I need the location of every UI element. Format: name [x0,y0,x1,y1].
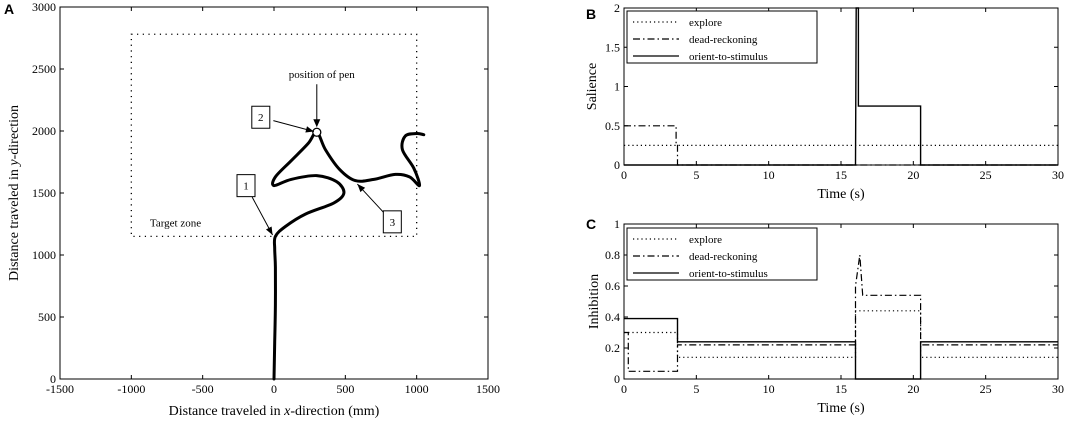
a-ytick-label: 1500 [32,186,56,200]
marker-box-1 [236,174,256,198]
b-ytick-label: 2 [614,1,620,15]
pen-label: position of pen [289,69,355,81]
b-series-orient-to-stimulus [624,7,1058,166]
c-series-dead-reckoning [624,254,1058,372]
marker-label-2: 2 [258,112,264,124]
target-zone-label: Target zone [150,218,201,230]
c-legend-box [626,227,818,281]
a-ytick-label: 2500 [32,62,56,76]
b-series-dead-reckoning [624,125,1058,166]
c-ytick-label: 1 [614,217,620,231]
c-legend-label: explore [689,234,722,246]
y-axis-label-c: Inhibition [587,274,602,329]
b-xtick-label: 0 [621,168,627,182]
y-axis-label-b: Salience [585,63,600,110]
y-axis-label-a-part: -direction [7,105,22,159]
c-xtick-label: 0 [621,382,627,396]
a-ytick-label: 0 [50,372,56,386]
c-xtick-label: 5 [693,382,699,396]
salience-chart: 0 5 10 15 20 25 30 0 0.5 1 1.5 2 explore dead-reckon… [585,1,1064,202]
x-axis-label-b: Time (s) [817,187,865,202]
panel-letter-c: C [586,216,596,232]
a-xtick-label: 500 [336,382,354,396]
b-xtick-label: 5 [693,168,699,182]
marker-label-1: 1 [243,181,249,193]
b-legend-box [626,10,818,64]
a-xtick-label: 1500 [476,382,500,396]
annotations-a: position of pen Target zone 1 2 3 [150,69,402,236]
c-ytick-label: 0 [614,372,620,386]
c-ytick-label: 0.6 [605,279,620,293]
trajectory-path [271,130,426,381]
a-ytick-label: 3000 [32,0,56,14]
marker-arrow-head-1 [265,226,273,235]
a-ytick-label: 500 [38,310,56,324]
axis-ticks-c: 0 5 10 15 20 25 30 0 0.2 0.4 0.6 0.8 1 [605,217,1064,396]
a-xtick-label: -500 [192,382,214,396]
b-xtick-label: 15 [835,168,847,182]
c-xtick-label: 10 [763,382,775,396]
b-xtick-label: 30 [1052,168,1064,182]
b-legend-label: dead-reckoning [689,34,758,46]
marker-box-3 [382,210,402,234]
legend-b: explore dead-reckoning orient-to-stimulus [626,10,818,64]
marker-arrow-head-2 [305,126,314,133]
axis-ticks-b: 0 5 10 15 20 25 30 0 0.5 1 1.5 2 [605,1,1064,182]
b-ytick-label: 1 [614,80,620,94]
axis-ticks-a: -1500 -1000 -500 0 500 1000 1500 0 500 1000 1500 20… [32,0,500,396]
c-series-explore [624,310,1058,358]
b-ytick-label: 0 [614,158,620,172]
c-series-orient-to-stimulus [624,317,1058,380]
panel-letter-a: A [4,1,14,17]
pen-arrow-head [313,119,321,128]
trajectory-chart: -1500 -1000 -500 0 500 1000 1500 0 500 1000 1500 20… [7,0,500,419]
c-ytick-label: 0.2 [605,341,620,355]
c-legend-label: orient-to-stimulus [689,268,768,280]
x-axis-label-a: Distance traveled in x-direction (mm) [169,404,380,419]
b-xtick-label: 10 [763,168,775,182]
a-xtick-label: -1000 [117,382,145,396]
y-axis-label-a-part: y [7,159,22,168]
target-zone-rect [130,33,418,238]
b-xtick-label: 20 [907,168,919,182]
target-zone [130,33,418,238]
y-axis-label-a: Distance traveled in y-direction [7,105,22,281]
x-axis-label-a-part: x [283,404,291,419]
pen-marker [312,127,322,137]
b-xtick-label: 25 [980,168,992,182]
trajectory-line [271,130,426,381]
a-xtick-label: 0 [271,382,277,396]
c-xtick-label: 30 [1052,382,1064,396]
a-ytick-label: 1000 [32,248,56,262]
b-ytick-label: 1.5 [605,40,620,54]
c-ytick-label: 0.8 [605,248,620,262]
inhibition-chart: 0 5 10 15 20 25 30 0 0.2 0.4 0.6 0.8 1 explore dead-r… [587,217,1064,416]
marker-label-3: 3 [390,217,396,229]
b-legend-label: explore [689,17,722,29]
marker-arrow-head-3 [357,184,366,193]
marker-box-2 [251,105,271,129]
a-xtick-label: -1500 [46,382,74,396]
x-axis-label-a-part: Distance traveled in [169,404,284,419]
y-axis-label-a-part: Distance traveled in [7,166,22,281]
x-axis-label-c: Time (s) [817,401,865,416]
panel-letter-b: B [586,6,596,22]
a-ytick-label: 2000 [32,124,56,138]
c-xtick-label: 25 [980,382,992,396]
legend-c: explore dead-reckoning orient-to-stimulus [626,227,818,281]
b-legend-label: orient-to-stimulus [689,51,768,63]
c-legend-label: dead-reckoning [689,251,758,263]
a-xtick-label: 1000 [405,382,429,396]
c-ytick-label: 0.4 [605,310,620,324]
b-ytick-label: 0.5 [605,119,620,133]
c-xtick-label: 15 [835,382,847,396]
x-axis-label-a-part: -direction (mm) [290,404,379,419]
inhibition-series [624,254,1058,380]
c-xtick-label: 20 [907,382,919,396]
